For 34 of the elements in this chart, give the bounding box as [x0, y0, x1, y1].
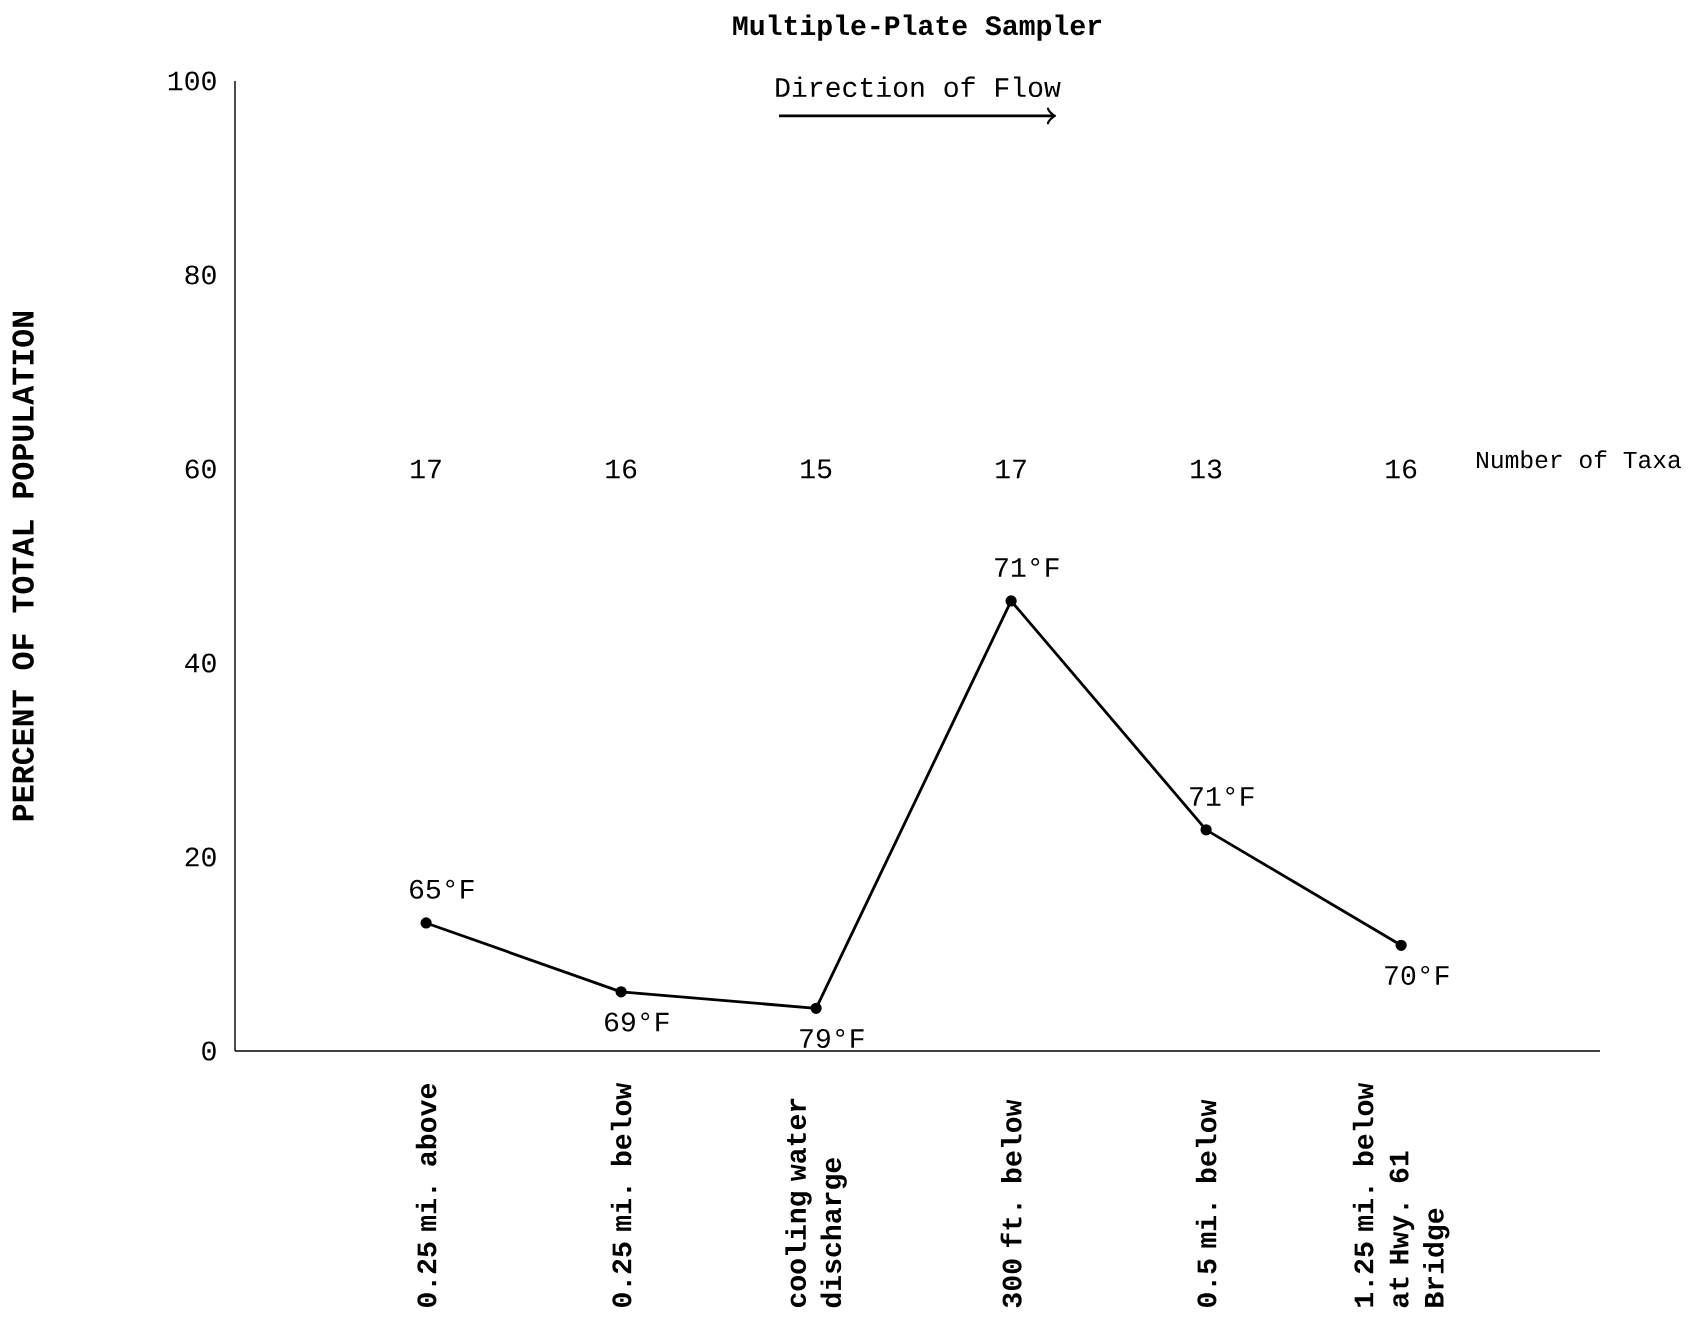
- annotation: Direction of Flow: [776, 76, 1061, 98]
- annotation: 71°F: [1190, 786, 1254, 806]
- annotation: 17: [996, 459, 1026, 479]
- point: [615, 986, 627, 998]
- annotation: 15: [801, 459, 832, 479]
- annotation: 71°F: [995, 558, 1059, 577]
- annotation: 79°F: [800, 1028, 864, 1049]
- point: [1200, 824, 1212, 836]
- annotation: 69°F: [605, 1012, 669, 1032]
- point: [420, 917, 432, 929]
- x-tick-label: cooling water discharge: [785, 1098, 847, 1308]
- y-axis-title: PERCENT OF TOTAL POPULATION: [12, 311, 34, 821]
- annotation: Number of Taxa: [1477, 450, 1681, 469]
- y-tick-label: 80: [185, 265, 216, 285]
- x-tick-label: 0.5 mi. below: [1195, 1099, 1217, 1307]
- annotation: 65°F: [410, 879, 474, 899]
- chart-title: Multiple-Plate Sampler: [733, 14, 1102, 41]
- point: [1005, 595, 1017, 607]
- y-tick-label: 0: [202, 1041, 216, 1061]
- y-tick-label: 60: [185, 459, 216, 479]
- point: [810, 1002, 822, 1014]
- x-tick-label: 0.25 mi. above: [415, 1084, 437, 1307]
- annotation: 13: [1191, 459, 1222, 479]
- x-tick-label: 1.25 mi. below at Hwy. 61 Bridge: [1352, 1082, 1450, 1308]
- annotation: 16: [1386, 459, 1417, 479]
- annotation: 17: [411, 459, 441, 479]
- y-tick-label: 20: [185, 847, 216, 867]
- x-tick-label: 0.25 mi. below: [610, 1082, 632, 1307]
- y-tick-label: 40: [185, 653, 216, 673]
- x-tick-label: 300 ft. below: [1000, 1099, 1022, 1308]
- point: [1395, 939, 1407, 951]
- annotation: 16: [606, 459, 637, 479]
- y-tick-label: 100: [168, 71, 216, 91]
- annotation: 70°F: [1385, 965, 1449, 985]
